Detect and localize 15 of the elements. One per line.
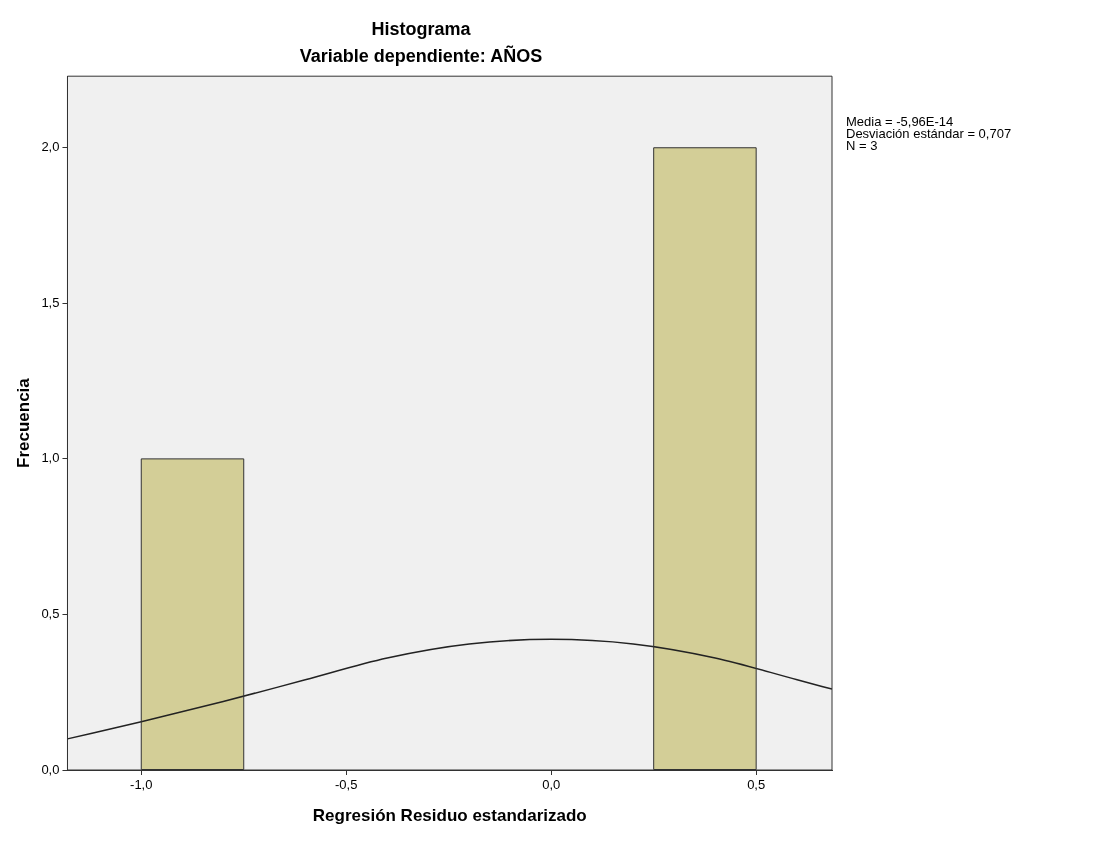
- x-tick-label: 0,5: [747, 777, 766, 793]
- x-tick-label: -0,5: [335, 777, 358, 793]
- y-tick-label: 0,5: [41, 606, 60, 622]
- y-tick-label: 1,5: [41, 294, 60, 310]
- x-tick-label: 0,0: [542, 777, 561, 793]
- chart-subtitle: Variable dependiente: AÑOS: [299, 45, 543, 67]
- text: N = 3: [846, 138, 878, 154]
- x-tick-label: -1,0: [130, 777, 153, 793]
- y-tick-label: 1,0: [41, 450, 60, 466]
- y-axis-title: Frecuencia: [13, 377, 33, 468]
- chart-title: Histograma: [371, 18, 472, 39]
- y-tick-label: 0,0: [41, 761, 60, 777]
- x-axis-title: Regresión Residuo estandarizado: [312, 806, 587, 826]
- line-series: [67, 638, 832, 740]
- y-tick-label: 2,0: [41, 139, 60, 155]
